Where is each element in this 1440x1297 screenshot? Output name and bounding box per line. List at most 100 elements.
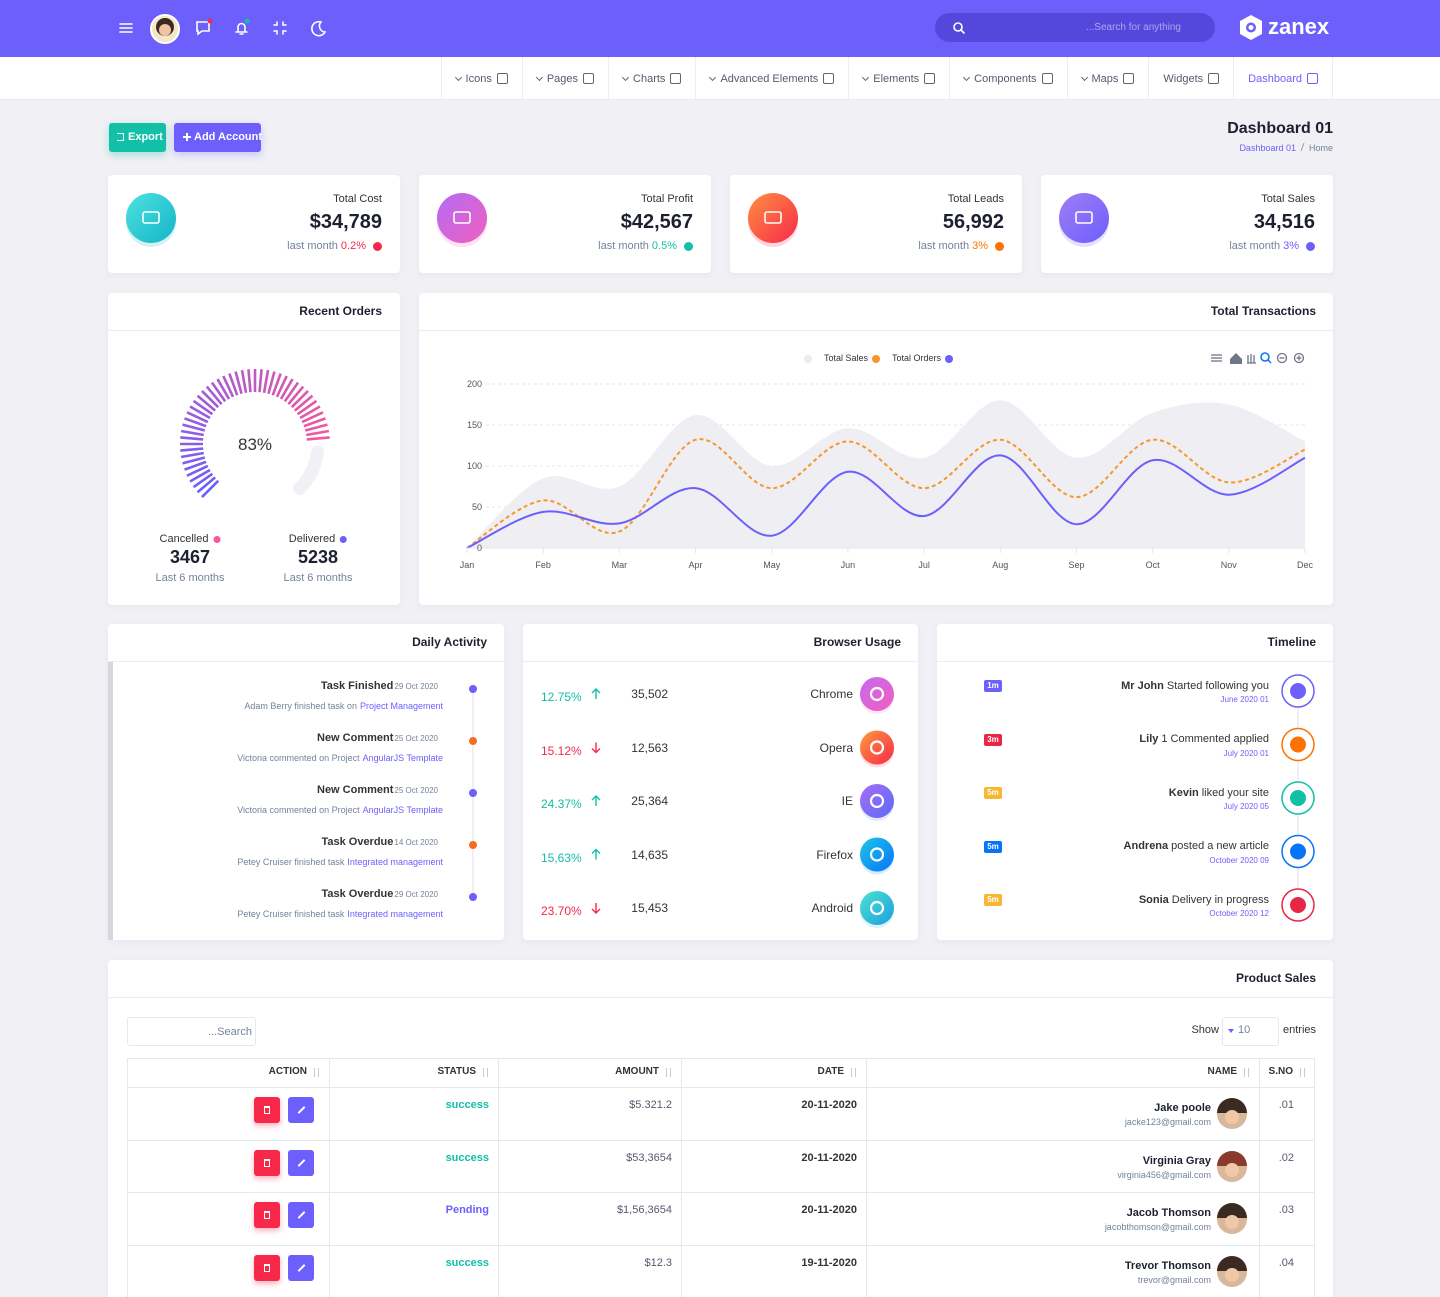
timeline-heading: Andrena posted a new article [1124,841,1269,852]
card-header-divider [108,661,504,662]
timeline-text: liked your site [1201,786,1269,799]
breadcrumb-item[interactable]: Dashboard 01 [1239,142,1296,153]
x-tick-label: Oct [1145,559,1160,570]
activity-title: Task Overdue [321,835,394,848]
delete-button[interactable] [254,1150,280,1176]
legend-dot[interactable] [945,354,954,363]
timeline-card [937,624,1333,940]
time-badge: 5m [984,787,1002,799]
legend-label[interactable]: Total Orders [892,353,942,363]
delete-button[interactable] [254,1202,280,1228]
stat-label: Total Profit [641,192,693,205]
legend-dot[interactable] [804,354,812,363]
stat-note-text: last month [918,239,970,252]
nav-item[interactable]: Elements [848,57,949,100]
time-badge: 5m [984,840,1002,853]
activity-link[interactable]: AngularJS Template [362,804,443,815]
search-box[interactable] [935,13,1215,42]
serial-number: .04 [1278,1256,1294,1269]
activity-date: 25 Oct 2020 [394,785,438,795]
stat-label: Total Sales [1261,192,1315,205]
browser-change: 12.75% [541,690,582,704]
stat-note-text: last month [287,239,338,252]
nav-item[interactable]: Pages [521,57,608,100]
table-col-divider [866,1058,867,1297]
browser-name: Opera [819,740,853,755]
customer-name: Jake poole [1154,1101,1211,1114]
delete-button[interactable] [254,1097,280,1123]
summary-value: 5238 [297,547,339,567]
y-tick-label: 150 [466,419,482,430]
breadcrumb-item[interactable]: Home [1308,142,1333,153]
nav-item[interactable]: Dashboard [1233,57,1333,100]
delete-icon [264,1211,270,1219]
column-header[interactable]: NAME [1207,1066,1237,1077]
column-header[interactable]: ACTION [268,1066,307,1077]
page-title: Dashboard 01 [1227,120,1333,137]
page-size-select[interactable] [1222,1017,1279,1046]
column-header[interactable]: DATE [817,1066,844,1077]
stat-label: Total Cost [333,192,382,205]
summary-note: Last 6 months [283,571,353,584]
nav-icon [1307,73,1318,84]
stat-value: $42,567 [620,211,693,233]
table-search-input[interactable] [127,1017,256,1046]
legend-label[interactable]: Total Sales [824,353,869,363]
activity-link[interactable]: AngularJS Template [362,752,443,763]
card-header-divider [523,661,918,662]
nav-item[interactable]: Charts [608,57,695,100]
table-row-divider [127,1140,1315,1141]
activity-link[interactable]: Project Management [359,700,443,711]
card-title: Product Sales [1235,971,1316,985]
nav-bar [0,57,1440,100]
breadcrumb: Dashboard 01 Home [1239,142,1333,153]
browser-count: 14,635 [631,847,668,862]
activity-title: New Comment [317,783,394,796]
nav-item[interactable]: Components [949,57,1066,100]
activity-date: 29 Oct 2020 [394,889,438,899]
activity-text: Victoria commented on Project AngularJS T… [237,752,443,763]
x-tick-label: Dec [1296,559,1314,570]
timeline-date: July 2020 01 [1223,748,1269,758]
activity-text: Petey Cruiser finished task Integrated ma… [237,856,443,867]
recent-orders-card [108,293,400,605]
nav-item[interactable]: Icons [440,57,522,100]
legend-dot[interactable] [872,354,881,363]
stat-note: last month 0.5% [598,240,693,252]
stat-change: 3% [1283,239,1299,252]
nav-item[interactable]: Maps [1066,57,1149,100]
activity-link[interactable]: Integrated management [347,856,443,867]
nav-label: Icons [465,72,492,85]
summary-note: Last 6 months [155,571,225,584]
entries-label: entries [1283,1023,1317,1036]
x-tick-label: Jul [918,559,930,570]
table-row-divider [127,1192,1315,1193]
add-account-button[interactable] [174,123,261,152]
column-header[interactable]: AMOUNT [615,1066,659,1077]
transactions-card [419,293,1333,605]
nav-icon [583,73,595,84]
nav-item[interactable]: Advanced Elements [695,57,848,100]
browser-name: IE [841,794,853,808]
nav-item[interactable]: Widgets [1148,57,1233,100]
activity-left-border [108,662,113,940]
nav-label: Widgets [1163,72,1204,85]
column-header[interactable]: STATUS [437,1066,476,1077]
browser-change: 15,63% [541,850,582,865]
nav-icon [496,73,508,84]
amount: $1,56,3654 [616,1203,672,1216]
column-header[interactable]: S.NO [1268,1066,1293,1077]
customer-name: Jacob Thomson [1126,1206,1211,1219]
delete-button[interactable] [254,1255,280,1281]
nav-icon [924,73,936,84]
y-tick-label: 50 [471,501,482,512]
export-button[interactable] [109,123,166,152]
summary-label-row: Delivered [289,534,348,545]
timeline-name: Kevin [1168,786,1199,799]
timeline-date: October 2020 12 [1209,909,1269,918]
browser-usage-card [523,624,918,940]
activity-link[interactable]: Integrated management [347,908,443,919]
activity-desc: Petey Cruiser finished task [237,856,345,867]
timeline-heading: Sonia Delivery in progress [1139,894,1269,906]
activity-date: 25 Oct 2020 [394,733,438,743]
